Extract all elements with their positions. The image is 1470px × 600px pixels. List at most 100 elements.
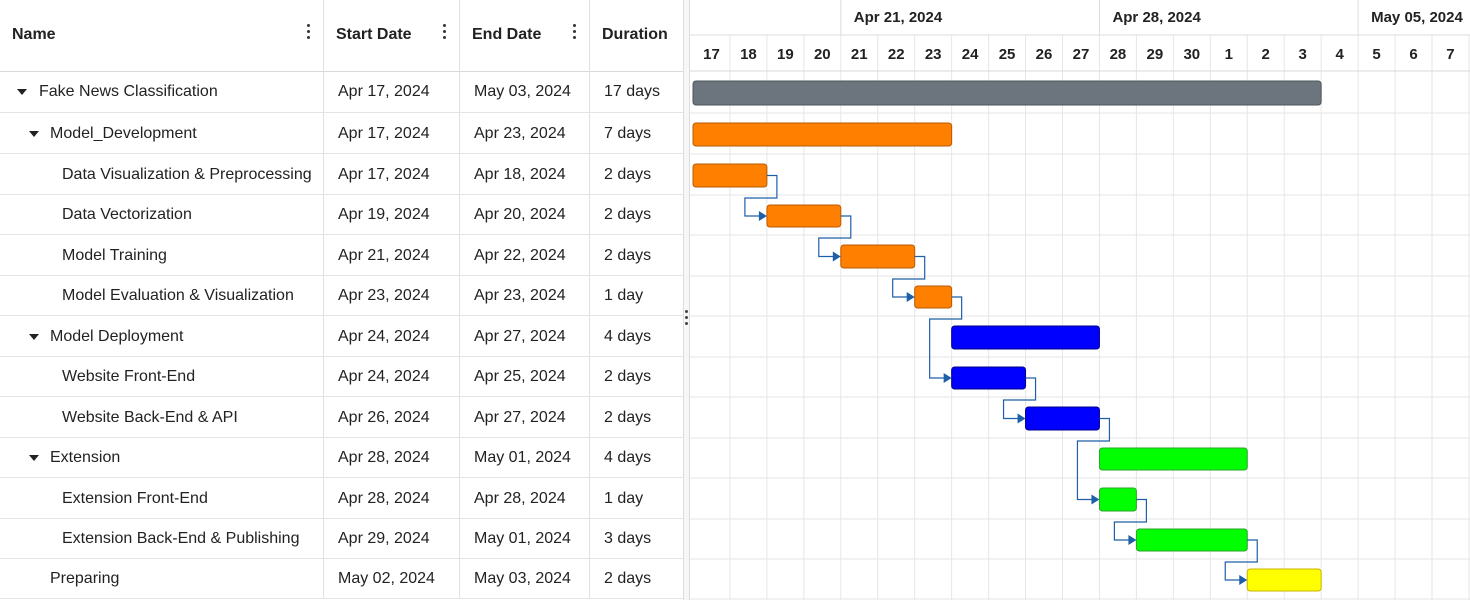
column-menu-icon[interactable] [441, 24, 447, 42]
task-name-cell[interactable]: Website Front-End [0, 357, 324, 396]
task-name-cell[interactable]: Model_Development [0, 113, 324, 153]
task-bar[interactable] [692, 163, 768, 188]
column-header-start-date[interactable]: Start Date [324, 0, 460, 71]
task-end-cell[interactable]: Apr 23, 2024 [460, 276, 590, 315]
task-duration-cell[interactable]: 2 days [590, 195, 683, 234]
task-name-cell[interactable]: Extension [0, 438, 324, 477]
task-end: Apr 25, 2024 [474, 368, 566, 385]
task-name-cell[interactable]: Extension Front-End [0, 478, 324, 518]
task-end-cell[interactable]: Apr 20, 2024 [460, 195, 590, 234]
task-duration-cell[interactable]: 4 days [590, 316, 683, 356]
task-duration-cell[interactable]: 1 day [590, 276, 683, 315]
task-bar[interactable] [766, 204, 842, 228]
task-bar[interactable] [1098, 487, 1137, 512]
task-duration-cell[interactable]: 2 days [590, 397, 683, 437]
task-start-cell[interactable]: Apr 29, 2024 [324, 519, 460, 558]
task-row[interactable]: Data Vectorization Apr 19, 2024 Apr 20, 20… [0, 195, 683, 235]
task-duration-cell[interactable]: 2 days [590, 235, 683, 275]
task-bar[interactable] [951, 325, 1100, 350]
task-name-cell[interactable]: Model Training [0, 235, 324, 275]
task-row[interactable]: Website Front-End Apr 24, 2024 Apr 25, 202… [0, 357, 683, 397]
task-end-cell[interactable]: May 03, 2024 [460, 559, 590, 598]
task-name-cell[interactable]: Data Visualization & Preprocessing [0, 154, 324, 194]
task-row[interactable]: Preparing May 02, 2024 May 03, 2024 2 days [0, 559, 683, 599]
task-bar[interactable] [1246, 568, 1322, 592]
task-start-cell[interactable]: Apr 19, 2024 [324, 195, 460, 234]
column-header-duration[interactable]: Duration [590, 0, 683, 71]
task-end-cell[interactable]: May 01, 2024 [460, 438, 590, 477]
task-row[interactable]: Extension Back-End & Publishing Apr 29, 2… [0, 519, 683, 559]
column-header-end-date[interactable]: End Date [460, 0, 590, 71]
task-bar[interactable] [951, 366, 1027, 390]
task-bar[interactable] [840, 244, 916, 269]
pane-splitter[interactable] [683, 0, 690, 600]
task-name-cell[interactable]: Fake News Classification [0, 71, 324, 112]
task-start-cell[interactable]: Apr 17, 2024 [324, 154, 460, 194]
task-end-cell[interactable]: Apr 18, 2024 [460, 154, 590, 194]
task-start-cell[interactable]: Apr 17, 2024 [324, 71, 460, 112]
column-header-name[interactable]: Name [0, 0, 324, 71]
task-end-cell[interactable]: Apr 25, 2024 [460, 357, 590, 396]
expand-caret-icon[interactable] [17, 89, 27, 95]
task-start-cell[interactable]: Apr 26, 2024 [324, 397, 460, 437]
day-label: 3 [1299, 46, 1307, 63]
task-end-cell[interactable]: May 01, 2024 [460, 519, 590, 558]
task-name-cell[interactable]: Data Vectorization [0, 195, 324, 234]
task-bar[interactable] [1135, 528, 1248, 552]
task-duration-cell[interactable]: 2 days [590, 154, 683, 194]
task-start-cell[interactable]: May 02, 2024 [324, 559, 460, 598]
task-bar[interactable] [1098, 447, 1248, 471]
task-row[interactable]: Data Visualization & Preprocessing Apr 17… [0, 154, 683, 195]
task-name-cell[interactable]: Extension Back-End & Publishing [0, 519, 324, 558]
task-start: Apr 17, 2024 [338, 83, 430, 100]
task-end: May 03, 2024 [474, 83, 571, 100]
column-menu-icon[interactable] [571, 24, 577, 42]
task-start-cell[interactable]: Apr 28, 2024 [324, 478, 460, 518]
task-end-cell[interactable]: Apr 22, 2024 [460, 235, 590, 275]
task-row[interactable]: Model Training Apr 21, 2024 Apr 22, 2024 2 … [0, 235, 683, 276]
expand-caret-icon[interactable] [29, 455, 39, 461]
column-menu-icon[interactable] [305, 24, 311, 42]
task-name-cell[interactable]: Model Evaluation & Visualization [0, 276, 324, 315]
task-start-cell[interactable]: Apr 21, 2024 [324, 235, 460, 275]
task-duration-cell[interactable]: 3 days [590, 519, 683, 558]
task-name-cell[interactable]: Website Back-End & API [0, 397, 324, 437]
task-row[interactable]: Extension Front-End Apr 28, 2024 Apr 28, 2… [0, 478, 683, 519]
task-name: Model_Development [50, 125, 197, 142]
task-bar[interactable] [1025, 406, 1100, 431]
task-end-cell[interactable]: Apr 28, 2024 [460, 478, 590, 518]
task-end-cell[interactable]: Apr 27, 2024 [460, 316, 590, 356]
day-label: 30 [1183, 46, 1200, 63]
task-row[interactable]: Extension Apr 28, 2024 May 01, 2024 4 days [0, 438, 683, 478]
task-bar[interactable] [692, 122, 953, 147]
task-duration-cell[interactable]: 2 days [590, 357, 683, 396]
task-duration-cell[interactable]: 2 days [590, 559, 683, 598]
task-start-cell[interactable]: Apr 24, 2024 [324, 316, 460, 356]
expand-caret-icon[interactable] [29, 131, 39, 137]
week-label: Apr 28, 2024 [1112, 9, 1201, 26]
task-duration-cell[interactable]: 4 days [590, 438, 683, 477]
expand-caret-icon[interactable] [29, 334, 39, 340]
task-bar[interactable] [914, 285, 953, 309]
task-row[interactable]: Website Back-End & API Apr 26, 2024 Apr 27… [0, 397, 683, 438]
task-row[interactable]: Model_Development Apr 17, 2024 Apr 23, 202… [0, 113, 683, 154]
task-row[interactable]: Model Evaluation & Visualization Apr 23, … [0, 276, 683, 316]
task-end-cell[interactable]: Apr 27, 2024 [460, 397, 590, 437]
drag-handle-icon[interactable] [685, 310, 689, 328]
dependency-arrow-icon [1091, 494, 1100, 505]
task-duration-cell[interactable]: 7 days [590, 113, 683, 153]
task-start-cell[interactable]: Apr 24, 2024 [324, 357, 460, 396]
task-end-cell[interactable]: May 03, 2024 [460, 71, 590, 112]
task-start-cell[interactable]: Apr 17, 2024 [324, 113, 460, 153]
task-name-cell[interactable]: Preparing [0, 559, 324, 598]
dependency-link [744, 174, 778, 217]
task-bar[interactable] [692, 80, 1322, 106]
task-name-cell[interactable]: Model Deployment [0, 316, 324, 356]
task-end-cell[interactable]: Apr 23, 2024 [460, 113, 590, 153]
task-duration-cell[interactable]: 1 day [590, 478, 683, 518]
task-start-cell[interactable]: Apr 28, 2024 [324, 438, 460, 477]
task-start-cell[interactable]: Apr 23, 2024 [324, 276, 460, 315]
task-row[interactable]: Model Deployment Apr 24, 2024 Apr 27, 2024… [0, 316, 683, 357]
task-row[interactable]: Fake News Classification Apr 17, 2024 May … [0, 71, 683, 113]
task-duration-cell[interactable]: 17 days [590, 71, 683, 112]
